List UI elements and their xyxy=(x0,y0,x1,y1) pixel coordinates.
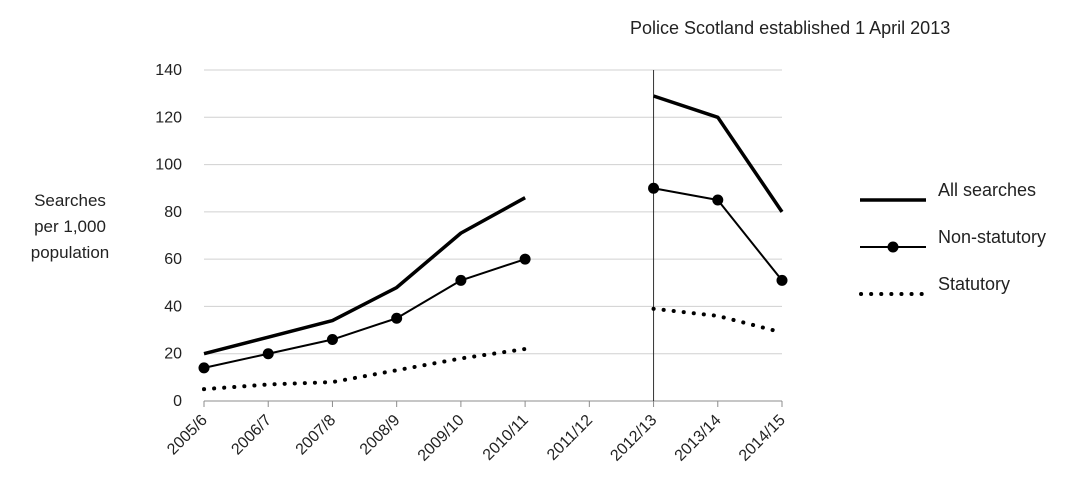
x-tick-label-5: 2010/11 xyxy=(480,412,532,464)
y-axis-label: Searches per 1,000 population xyxy=(0,188,140,266)
data-point-non-statutory-0 xyxy=(198,362,210,374)
y-tick-label-0: 0 xyxy=(173,393,182,410)
data-point-non-statutory-2 xyxy=(326,334,338,346)
series-line-all-searches-segment-2 xyxy=(653,94,784,213)
data-point-non-statutory-7 xyxy=(648,182,660,194)
data-point-non-statutory-9 xyxy=(776,274,788,286)
data-point-non-statutory-1 xyxy=(262,348,274,360)
y-tick-label-60: 60 xyxy=(164,251,182,268)
legend-label-statutory: Statutory xyxy=(938,274,1011,294)
data-point-non-statutory-8 xyxy=(712,194,724,206)
series-line-statutory-segment-2 xyxy=(651,306,784,335)
data-point-non-statutory-3 xyxy=(391,312,403,324)
series-line-statutory-segment-1 xyxy=(202,346,528,392)
legend-item-statutory: Statutory xyxy=(858,272,1073,319)
data-point-non-statutory-4 xyxy=(455,274,467,286)
annotation-police-scotland: Police Scotland established 1 April 2013 xyxy=(630,18,951,38)
y-tick-label-120: 120 xyxy=(155,109,182,126)
x-tick-label-3: 2008/9 xyxy=(357,412,404,459)
y-tick-label-140: 140 xyxy=(155,62,182,79)
y-tick-label-40: 40 xyxy=(164,298,182,315)
x-tick-label-2: 2007/8 xyxy=(293,412,340,459)
y-axis-label-line-1: Searches xyxy=(34,191,106,210)
series-line-non-statutory-segment-1 xyxy=(203,258,526,369)
x-tick-label-7: 2012/13 xyxy=(607,412,660,465)
x-tick-label-0: 2005/6 xyxy=(164,412,211,459)
y-axis-label-line-3: population xyxy=(30,243,110,262)
y-tick-label-100: 100 xyxy=(155,157,182,174)
y-tick-label-20: 20 xyxy=(164,346,182,363)
x-tick-label-6: 2011/12 xyxy=(544,412,596,464)
legend-swatch-all-searches xyxy=(860,198,926,202)
x-tick-label-9: 2014/15 xyxy=(736,412,789,465)
y-tick-label-80: 80 xyxy=(164,204,182,221)
data-point-non-statutory-5 xyxy=(519,253,531,265)
legend-swatch-statutory xyxy=(859,292,928,296)
legend-swatch-non-statutory xyxy=(860,241,926,253)
x-tick-label-1: 2006/7 xyxy=(228,412,275,459)
x-tick-label-4: 2009/10 xyxy=(415,412,468,465)
legend-item-non-statutory: Non-statutory xyxy=(858,225,1073,272)
legend-item-all-searches: All searches xyxy=(858,178,1073,225)
series-line-all-searches-segment-1 xyxy=(203,196,526,356)
legend-label-non-statutory: Non-statutory xyxy=(938,227,1047,247)
legend: All searches Non-statutory Statutory xyxy=(858,178,1073,319)
y-axis-label-line-2: per 1,000 xyxy=(34,217,106,236)
legend-label-all-searches: All searches xyxy=(938,180,1037,200)
x-tick-label-8: 2013/14 xyxy=(672,412,725,465)
